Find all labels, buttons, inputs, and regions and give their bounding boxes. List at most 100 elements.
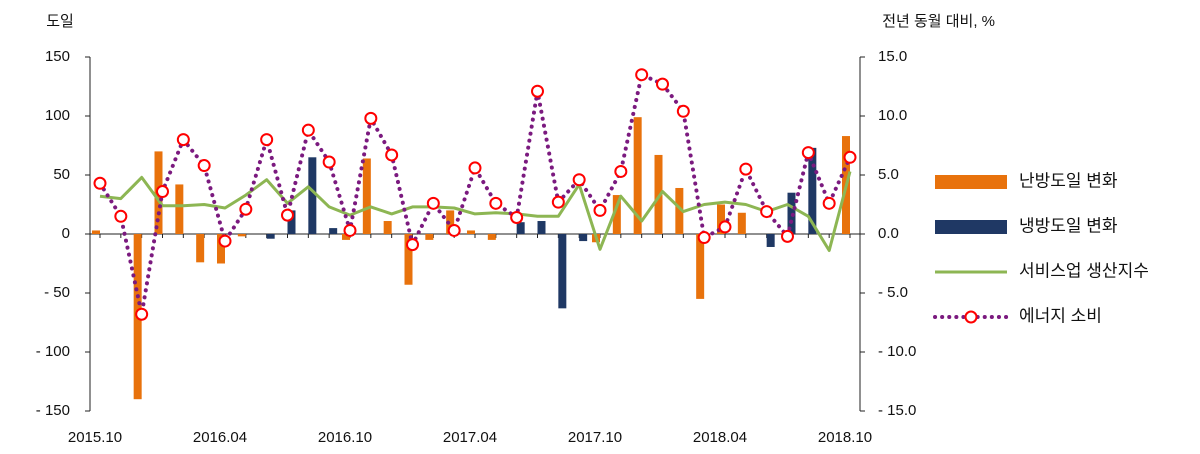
x-tick-label: 2018.04 <box>693 429 747 446</box>
marker <box>489 196 503 210</box>
y2-tick-label: 0.0 <box>878 225 899 242</box>
bar <box>612 195 621 234</box>
marker <box>760 205 774 219</box>
x-tick-label: 2017.10 <box>568 429 622 446</box>
y-axis-title: 도일 <box>46 13 74 30</box>
bar <box>808 147 817 234</box>
legend-label: 서비스업 생산지수 <box>1019 261 1149 280</box>
bar <box>654 154 663 234</box>
y-tick-label: - 100 <box>36 343 70 360</box>
bar <box>537 221 546 234</box>
y-tick-label: - 50 <box>44 284 70 301</box>
legend-label: 에너지 소비 <box>1019 306 1102 325</box>
marker <box>426 196 440 210</box>
x-tick-label: 2017.04 <box>443 429 497 446</box>
y2-tick-label: - 15.0 <box>878 402 916 419</box>
marker <box>176 133 190 147</box>
legend-swatch <box>935 175 1007 189</box>
legend-swatch <box>935 220 1007 234</box>
marker <box>239 202 253 216</box>
bar <box>558 234 567 309</box>
marker <box>301 123 315 137</box>
bar <box>266 234 275 239</box>
x-tick-label: 2018.10 <box>818 429 872 446</box>
marker <box>718 220 732 234</box>
legend-label: 냉방도일 변화 <box>1019 216 1118 235</box>
marker <box>822 196 836 210</box>
marker <box>156 185 169 199</box>
bar <box>92 230 100 234</box>
bar <box>766 234 775 247</box>
bar <box>425 234 434 240</box>
bar <box>737 212 746 234</box>
bar <box>675 187 684 234</box>
bar <box>237 234 246 237</box>
y-tick-label: 0 <box>62 225 70 242</box>
y2-tick-label: - 5.0 <box>878 284 908 301</box>
x-tick-label: 2016.10 <box>318 429 372 446</box>
y2-tick-label: 5.0 <box>878 166 899 183</box>
y2-tick-label: 10.0 <box>878 107 907 124</box>
legend-marker <box>964 310 978 324</box>
bar <box>404 234 413 285</box>
marker <box>406 238 419 252</box>
marker <box>364 111 378 125</box>
y-tick-label: 100 <box>45 107 70 124</box>
bar <box>579 234 588 242</box>
x-tick-label: 2015.10 <box>68 429 122 446</box>
bar <box>308 157 317 234</box>
y-tick-label: 150 <box>45 48 70 65</box>
bar <box>287 210 296 234</box>
marker <box>551 195 565 209</box>
marker <box>468 161 482 175</box>
bar <box>196 234 205 263</box>
bar <box>696 234 705 299</box>
bar <box>717 204 725 234</box>
marker <box>676 104 690 118</box>
marker <box>531 84 544 98</box>
marker <box>218 234 232 248</box>
series-line <box>98 72 852 317</box>
bar <box>383 221 392 234</box>
marker <box>93 176 107 190</box>
y-tick-label: 50 <box>53 166 70 183</box>
marker <box>614 164 628 178</box>
marker <box>322 155 336 169</box>
marker <box>781 229 794 243</box>
bar <box>217 234 225 264</box>
bar <box>446 210 455 234</box>
bar <box>342 234 350 240</box>
bar <box>175 184 184 234</box>
marker <box>447 223 461 237</box>
bar <box>329 228 338 234</box>
marker <box>656 77 669 91</box>
y2-tick-label: - 10.0 <box>878 343 916 360</box>
bar <box>633 117 642 234</box>
marker <box>197 159 211 173</box>
x-tick-label: 2016.04 <box>193 429 247 446</box>
marker <box>593 203 607 217</box>
marker <box>843 150 857 164</box>
marker <box>343 223 357 237</box>
marker <box>385 148 399 162</box>
bar <box>487 234 496 240</box>
marker <box>697 231 711 245</box>
bar <box>516 222 525 234</box>
marker <box>260 133 274 147</box>
y2-axis-title: 전년 동월 대비, % <box>882 13 995 30</box>
series-line <box>99 171 852 252</box>
marker <box>114 209 128 223</box>
y-tick-label: - 150 <box>36 402 70 419</box>
marker <box>281 208 294 222</box>
marker <box>572 173 586 187</box>
marker <box>635 68 649 82</box>
marker <box>135 307 149 321</box>
marker <box>510 210 524 224</box>
marker <box>801 146 815 160</box>
bar <box>362 158 371 234</box>
y2-tick-label: 15.0 <box>878 48 907 65</box>
marker <box>739 162 753 176</box>
legend-label: 난방도일 변화 <box>1019 171 1118 190</box>
